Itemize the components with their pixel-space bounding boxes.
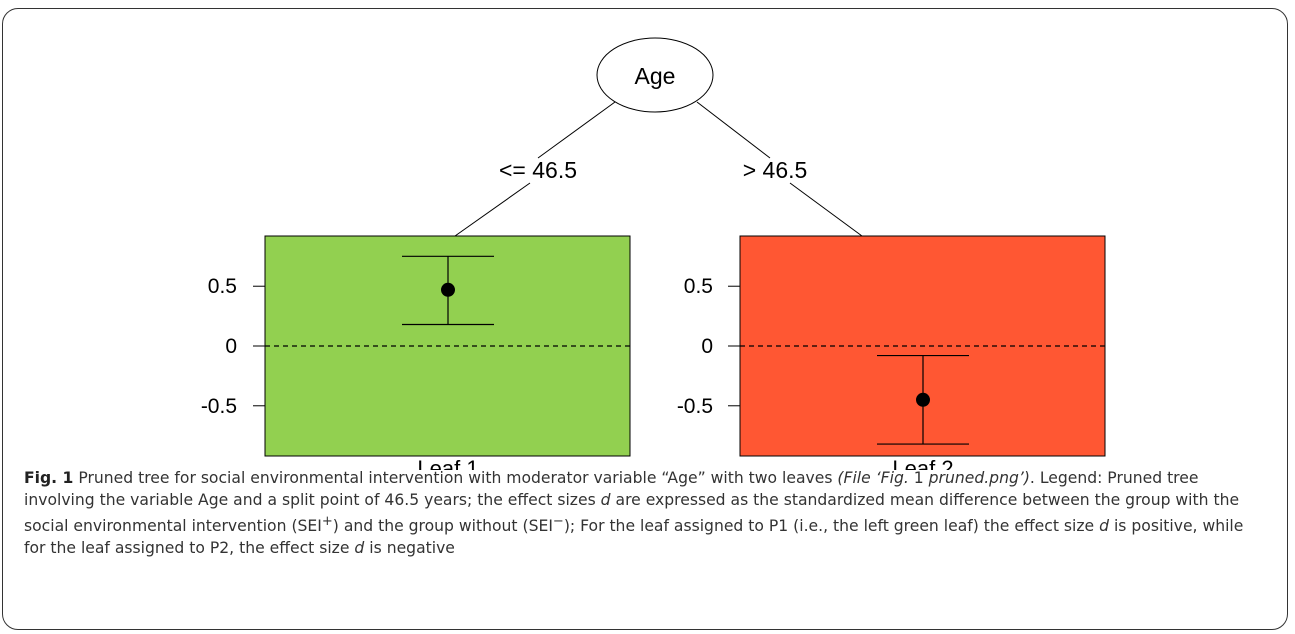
edge-root-to-leaf-2 [696, 101, 771, 159]
leaf-2-tick-label-1: 0 [701, 335, 713, 358]
leaf-2-tick-label-0: 0.5 [684, 275, 713, 298]
caption-text-7: is negative [364, 538, 455, 557]
caption-text-6: is positive, while for the leaf assigned… [24, 517, 1244, 557]
edge-split-right-to-leaf-2 [789, 182, 863, 237]
leaf-2-y-axis: 0.5 0 -0.5 [677, 275, 740, 418]
regression-tree-diagram: Age <= 46.5 > 46.5 0.5 0 -0.5 Leaf 1 P1 [201, 37, 1106, 470]
figure-frame [2, 8, 1288, 630]
leaf-2-estimate-point [916, 392, 930, 407]
caption-text-4: ) and the group without (SEI [332, 517, 553, 536]
caption-text-1: Pruned tree for social environmental int… [73, 469, 838, 487]
caption-file-ref-3: pruned.png’) [928, 469, 1030, 487]
root-node-label: Age [635, 63, 676, 89]
split-label-left: <= 46.5 [499, 157, 577, 183]
leaf-2-tick-label-2: -0.5 [677, 395, 713, 418]
root-node [596, 37, 714, 113]
leaf-1-estimate-point [441, 282, 455, 297]
caption-file-ref-2: 1 [908, 469, 929, 487]
caption-d-symbol-3: d [354, 538, 365, 557]
leaf-1-tick-label-0: 0.5 [208, 275, 237, 298]
leaf-1-y-axis: 0.5 0 -0.5 [201, 275, 265, 418]
caption-d-symbol-2: d [1099, 517, 1110, 536]
leaf-2-panel: 0.5 0 -0.5 Leaf 2 P2 [677, 235, 1106, 470]
caption-d-symbol-1: d [600, 490, 611, 509]
caption-text-5: ); For the leaf assigned to P1 (i.e., th… [563, 517, 1100, 536]
leaf-2-name: Leaf 2 [892, 456, 953, 470]
leaf-1-name: Leaf 1 [417, 456, 478, 470]
figure-caption: Fig. 1 Pruned tree for social environmen… [24, 468, 1268, 559]
caption-text-3: are expressed as the standardized mean d… [24, 490, 1240, 536]
leaf-1-tick-label-1: 0 [225, 335, 237, 358]
figure-label: Fig. 1 [24, 469, 74, 487]
leaf-1-panel: 0.5 0 -0.5 Leaf 1 P1 [201, 235, 631, 470]
edge-root-to-leaf-1 [537, 101, 616, 159]
caption-sup-minus: − [552, 514, 564, 529]
caption-file-ref-1: (File ‘Fig. [837, 469, 909, 487]
split-label-right: > 46.5 [743, 157, 808, 183]
leaf-1-tick-label-2: -0.5 [201, 395, 237, 418]
edge-split-left-to-leaf-1 [454, 182, 531, 237]
caption-text-2: . Legend: Pruned tree involving the vari… [24, 469, 1199, 509]
caption-sup-plus: + [321, 514, 333, 529]
